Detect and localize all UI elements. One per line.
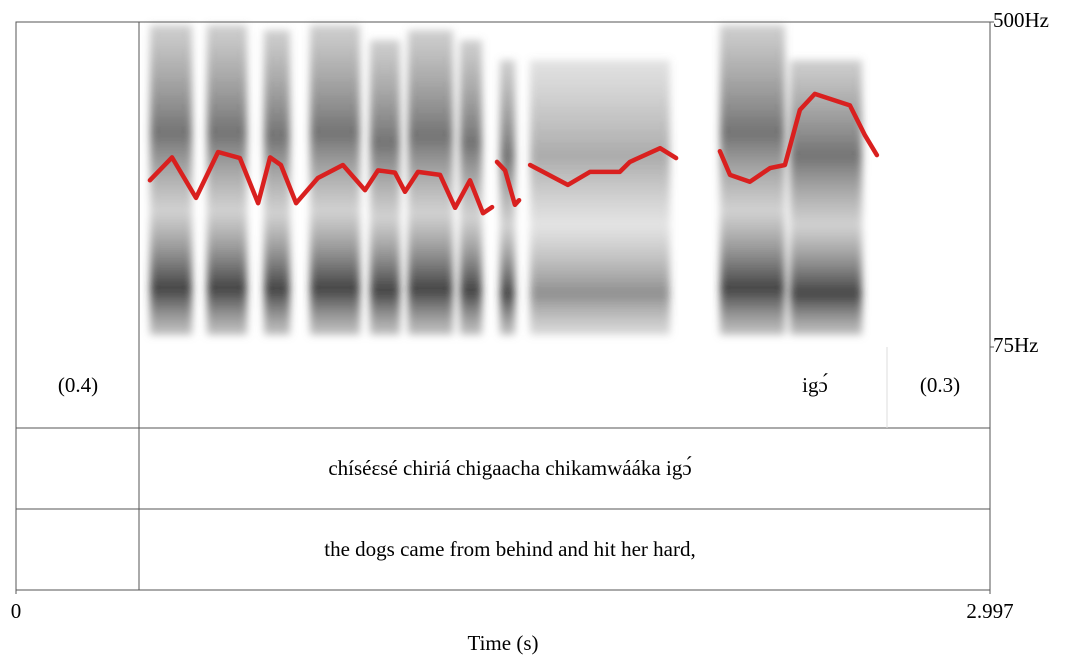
tier-text: igɔ́ [802,373,828,397]
pitch-contour [147,91,880,216]
tier-text: chíséɛsé chiriá chigaacha chikamwááka ig… [328,456,691,480]
frame [15,21,991,591]
tier-text: (0.3) [920,373,960,397]
x-axis-title: Time (s) [468,631,539,655]
x-tick-label: 0 [11,599,22,623]
y-tick-label: 75Hz [993,333,1039,357]
tier-text: the dogs came from behind and hit her ha… [324,537,695,561]
y-tick-label: 500Hz [993,8,1049,32]
x-tick-label: 2.997 [966,599,1013,623]
tier-text: (0.4) [58,373,98,397]
